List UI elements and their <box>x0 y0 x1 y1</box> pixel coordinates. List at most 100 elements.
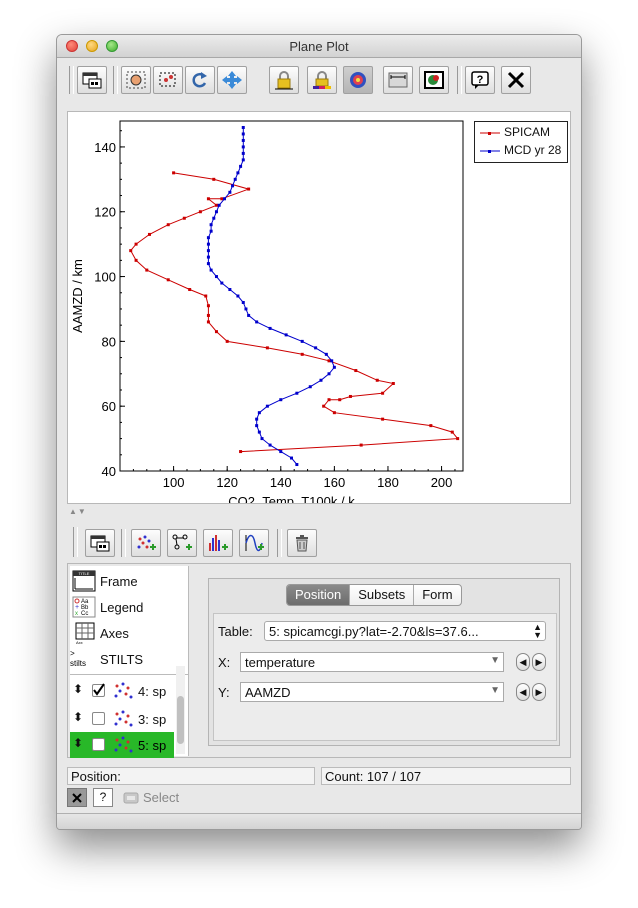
layer-item-selected[interactable]: ⬍ 5: sp <box>70 732 174 758</box>
layer-item[interactable]: ⬍ 4: sp <box>70 678 174 704</box>
x-next-button[interactable]: ▶ <box>532 653 546 671</box>
line-chart[interactable]: 100 120 140 160 180 200 40 60 80 100 120 140 CO2_Tem… <box>68 112 570 503</box>
toolbar-separator <box>121 529 126 557</box>
title-bar: Plane Plot <box>57 35 581 58</box>
data-point <box>260 437 264 441</box>
data-point <box>214 203 218 207</box>
axes-grid-icon: Axx <box>75 622 95 644</box>
data-point <box>375 378 379 382</box>
legend-entry-spicam: SPICAM <box>479 125 567 141</box>
zoom-region-icon <box>159 72 176 87</box>
data-point <box>145 268 149 272</box>
export-button[interactable] <box>419 66 449 94</box>
y-column-value: AAMZD <box>245 685 291 700</box>
aux-lock-button[interactable] <box>307 66 337 94</box>
svg-text:Bb: Bb <box>81 605 89 611</box>
frame-icon: TITLE <box>72 570 96 592</box>
padlock-icon <box>275 71 293 90</box>
pan-button[interactable] <box>217 66 247 94</box>
plot-panel[interactable]: 100 120 140 160 180 200 40 60 80 100 120 140 CO2_Tem… <box>67 111 571 504</box>
add-histogram-button[interactable] <box>203 529 233 557</box>
axis-lock-button[interactable] <box>269 66 299 94</box>
layer-checkbox[interactable] <box>92 712 105 725</box>
legend-entry-mcd: MCD yr 28 <box>479 143 567 159</box>
y-prev-button[interactable]: ◀ <box>516 683 530 701</box>
cancel-button[interactable] <box>67 788 87 807</box>
new-window-button[interactable] <box>77 66 107 94</box>
add-pair-button[interactable] <box>167 529 197 557</box>
data-point <box>279 398 283 402</box>
list-item-frame[interactable]: TITLE Frame <box>70 568 188 594</box>
chevron-down-icon[interactable]: ▼ <box>490 655 500 666</box>
help-small-button[interactable]: ? <box>93 788 113 807</box>
layer-label: 3: sp <box>138 712 167 727</box>
close-window-button[interactable] <box>66 40 78 52</box>
table-select[interactable]: 5: spicamcgi.py?lat=-2.70&ls=37.6... ▲ ▼ <box>264 621 546 641</box>
tab-form[interactable]: Form <box>422 587 453 602</box>
legend-label: SPICAM <box>504 125 551 139</box>
y-tick-label: 120 <box>94 205 116 220</box>
add-scatter-button[interactable] <box>131 529 161 557</box>
x-prev-button[interactable]: ◀ <box>516 653 530 671</box>
drag-handle-icon[interactable]: ⬍ <box>73 710 84 724</box>
position-status: Position: <box>67 767 315 785</box>
data-point <box>359 443 363 447</box>
stilts-reflow-button[interactable] <box>121 66 151 94</box>
table-label: Table: <box>218 624 253 639</box>
control-area: TITLE Frame Aa + Bb x Cc Legend Axx Axes > st… <box>67 563 571 758</box>
list-item-axes[interactable]: Axx Axes <box>70 620 188 646</box>
layer-item[interactable]: ⬍ 3: sp <box>70 706 174 732</box>
rotate-button[interactable] <box>185 66 215 94</box>
density-button[interactable] <box>343 66 373 94</box>
data-point <box>206 249 210 253</box>
scatter-layer-icon <box>114 710 133 727</box>
layer-checkbox[interactable] <box>92 738 105 751</box>
x-tick-label: 100 <box>163 475 185 490</box>
window-icon <box>82 72 102 89</box>
add-function-button[interactable] <box>239 529 269 557</box>
zoom-region-button[interactable] <box>153 66 183 94</box>
tab-subsets[interactable]: Subsets <box>350 585 415 605</box>
scale-bar-button[interactable] <box>383 66 413 94</box>
list-divider <box>70 674 188 675</box>
x-column-combo[interactable]: temperature ▼ <box>240 652 504 672</box>
data-point <box>295 463 299 467</box>
delete-layer-button[interactable] <box>287 529 317 557</box>
drag-handle-icon[interactable]: ⬍ <box>73 682 84 696</box>
data-point <box>327 398 331 402</box>
layer-scrollbar[interactable] <box>176 666 185 754</box>
list-item-legend[interactable]: Aa + Bb x Cc Legend <box>70 594 188 620</box>
y-column-combo[interactable]: AAMZD ▼ <box>240 682 504 702</box>
legend-label: MCD yr 28 <box>504 143 562 157</box>
scrollbar-thumb[interactable] <box>177 696 184 744</box>
minimize-window-button[interactable] <box>86 40 98 52</box>
y-next-button[interactable]: ▶ <box>532 683 546 701</box>
legend-marker-spicam <box>480 132 500 135</box>
maximize-window-button[interactable] <box>106 40 118 52</box>
data-point <box>327 359 331 363</box>
data-point <box>206 197 210 201</box>
chevron-down-icon[interactable]: ▼ <box>490 685 500 696</box>
data-point <box>241 145 245 149</box>
y-label: Y: <box>218 685 230 700</box>
window-button[interactable] <box>85 529 115 557</box>
drag-handle-icon[interactable]: ⬍ <box>73 736 84 750</box>
data-point <box>330 359 334 363</box>
x-axis-label: CO2_Temp_T100k / k <box>228 494 355 503</box>
data-point <box>209 268 213 272</box>
split-arrows[interactable]: ▲▼ <box>69 507 87 516</box>
scatter-layer-icon <box>114 736 133 753</box>
help-button[interactable]: ? <box>465 66 495 94</box>
close-button[interactable] <box>501 66 531 94</box>
data-point <box>217 203 221 207</box>
layer-checkbox[interactable] <box>92 683 105 697</box>
series-line-1 <box>207 127 335 465</box>
select-button[interactable]: Select <box>143 790 180 805</box>
tab-position[interactable]: Position <box>287 585 351 605</box>
toolbar-grip <box>73 527 78 557</box>
data-point <box>257 430 261 434</box>
trash-icon <box>296 535 308 552</box>
rotate-icon <box>192 72 207 88</box>
data-point <box>327 372 331 376</box>
list-item-stilts[interactable]: > stilts STILTS <box>70 646 188 672</box>
